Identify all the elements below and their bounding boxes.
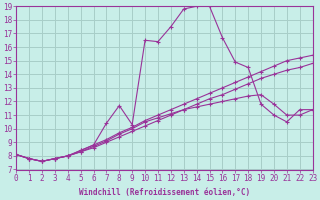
X-axis label: Windchill (Refroidissement éolien,°C): Windchill (Refroidissement éolien,°C) — [79, 188, 250, 197]
